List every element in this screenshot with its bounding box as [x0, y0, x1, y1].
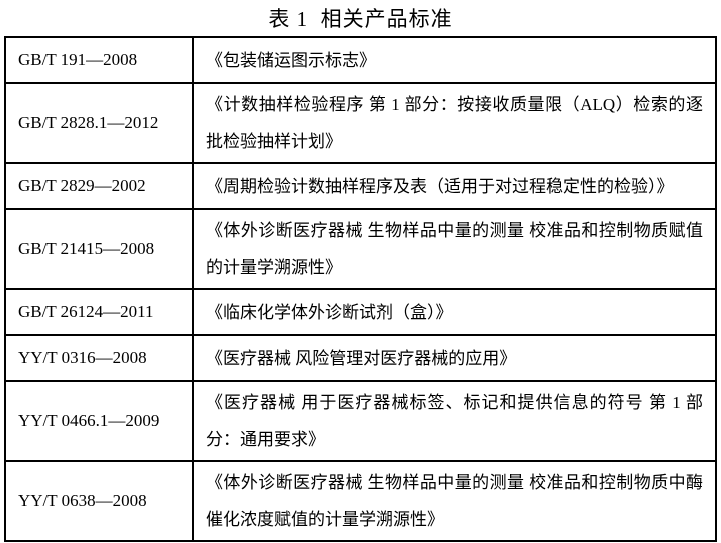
table-row: GB/T 191—2008 《包装储运图示标志》: [4, 36, 717, 84]
table-caption: 表 1 相关产品标准: [268, 7, 453, 31]
standard-title: 《医疗器械 用于医疗器械标签、标记和提供信息的符号 第 1 部分：通用要求》: [192, 380, 717, 462]
standard-code: YY/T 0638—2008: [4, 460, 194, 542]
table-row: YY/T 0466.1—2009 《医疗器械 用于医疗器械标签、标记和提供信息的…: [4, 380, 717, 462]
standard-code: GB/T 2829—2002: [4, 162, 194, 210]
standard-code: GB/T 26124—2011: [4, 288, 194, 336]
standard-code: GB/T 2828.1—2012: [4, 82, 194, 164]
standards-table: GB/T 191—2008 《包装储运图示标志》 GB/T 2828.1—201…: [4, 36, 717, 542]
standard-title: 《周期检验计数抽样程序及表（适用于对过程稳定性的检验）》: [192, 162, 717, 210]
standard-title: 《体外诊断医疗器械 生物样品中量的测量 校准品和控制物质赋值的计量学溯源性》: [192, 208, 717, 290]
table-row: YY/T 0316—2008 《医疗器械 风险管理对医疗器械的应用》: [4, 334, 717, 382]
standard-code: GB/T 191—2008: [4, 36, 194, 84]
standard-title: 《临床化学体外诊断试剂（盒）》: [192, 288, 717, 336]
standard-title: 《医疗器械 风险管理对医疗器械的应用》: [192, 334, 717, 382]
table-row: YY/T 0638—2008 《体外诊断医疗器械 生物样品中量的测量 校准品和控…: [4, 460, 717, 542]
standards-table-body: GB/T 191—2008 《包装储运图示标志》 GB/T 2828.1—201…: [4, 36, 717, 542]
table-row: GB/T 2829—2002 《周期检验计数抽样程序及表（适用于对过程稳定性的检…: [4, 162, 717, 210]
standard-code: YY/T 0466.1—2009: [4, 380, 194, 462]
standard-title: 《体外诊断医疗器械 生物样品中量的测量 校准品和控制物质中酶催化浓度赋值的计量学…: [192, 460, 717, 542]
standard-code: GB/T 21415—2008: [4, 208, 194, 290]
table-row: GB/T 2828.1—2012 《计数抽样检验程序 第 1 部分：按接收质量限…: [4, 82, 717, 164]
table-row: GB/T 21415—2008 《体外诊断医疗器械 生物样品中量的测量 校准品和…: [4, 208, 717, 290]
standard-title: 《包装储运图示标志》: [192, 36, 717, 84]
standard-code: YY/T 0316—2008: [4, 334, 194, 382]
standard-title: 《计数抽样检验程序 第 1 部分：按接收质量限（ALQ）检索的逐批检验抽样计划》: [192, 82, 717, 164]
table-row: GB/T 26124—2011 《临床化学体外诊断试剂（盒）》: [4, 288, 717, 336]
